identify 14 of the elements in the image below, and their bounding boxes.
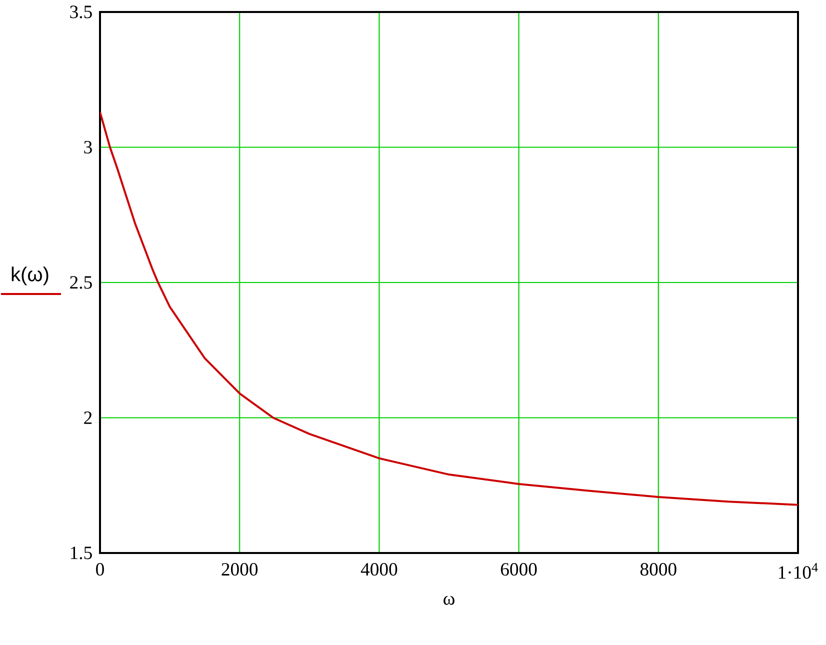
y-tick-label: 3 [84, 140, 92, 154]
y-tick-label: 1.5 [70, 546, 92, 560]
x-tick-label: 2000 [222, 563, 258, 576]
y-tick-label: 2.5 [70, 276, 92, 289]
x-tick-label: 4000 [360, 563, 398, 576]
x-axis-title: ω [444, 596, 454, 605]
y-tick-label: 3.5 [70, 6, 92, 18]
x-tick-label: 8000 [640, 563, 676, 576]
line-series [100, 111, 798, 506]
x-tick-label: 6000 [500, 563, 537, 576]
text: k(ω) [12, 266, 48, 286]
x-tick-label: 0 [96, 563, 104, 576]
x-tick-label: 1·10$^{4}$ [778, 563, 818, 579]
y-tick-label: 2 [84, 412, 92, 424]
